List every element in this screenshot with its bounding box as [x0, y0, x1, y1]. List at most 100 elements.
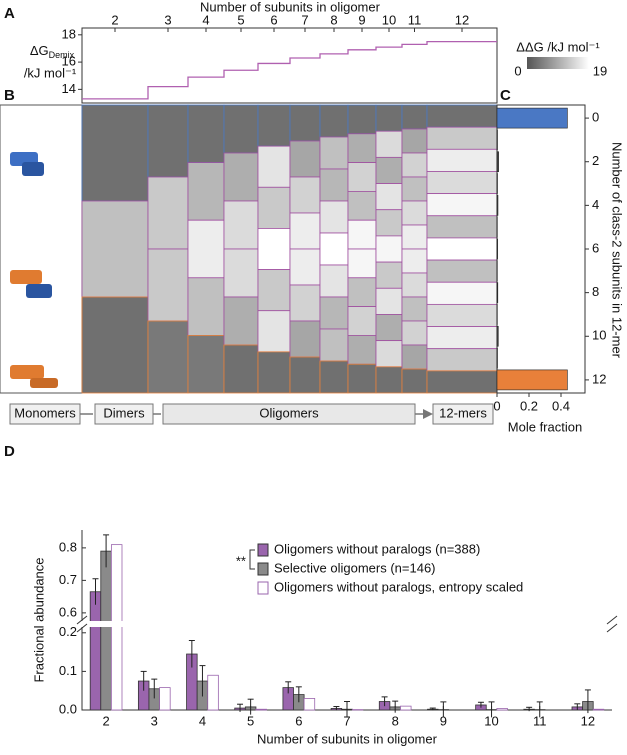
legend-label: Selective oligomers (n=146) — [274, 560, 436, 575]
y-axis-title: ΔGDemix — [30, 43, 75, 60]
x-tick-label: 5 — [237, 12, 244, 27]
heatmap-cell — [224, 201, 258, 249]
bar — [497, 195, 498, 215]
heatmap-cell — [348, 249, 376, 278]
heatmap-cell — [258, 311, 290, 352]
heatmap-cell — [376, 131, 402, 157]
heatmap-cell — [224, 105, 258, 153]
y-tick-label: 0 — [592, 110, 599, 125]
y-tick-label: 6 — [592, 240, 599, 255]
heatmap-cell — [427, 304, 497, 326]
bar — [90, 592, 101, 710]
heatmap-cell — [290, 177, 320, 213]
heatmap-cell — [376, 236, 402, 262]
heatmap-cell — [320, 105, 348, 137]
heatmap-cell — [148, 177, 188, 249]
heatmap-cell — [376, 314, 402, 340]
heatmap-cell — [148, 321, 188, 393]
heatmap-cell — [402, 225, 427, 249]
bar — [400, 706, 411, 710]
y-tick-label: 0.6 — [59, 604, 77, 619]
panel-label: B — [4, 87, 15, 104]
bar — [160, 688, 171, 710]
x-tick-label: 0 — [493, 398, 500, 413]
heatmap-cell — [402, 345, 427, 369]
colorbar — [527, 57, 589, 69]
bar — [256, 709, 267, 710]
y-axis-title-sub: Demix — [49, 50, 75, 60]
x-tick-label: 5 — [247, 713, 254, 728]
bar — [111, 545, 122, 710]
heatmap-cell — [427, 349, 497, 371]
bar — [497, 708, 508, 710]
heatmap-cell — [402, 129, 427, 153]
heatmap-cell — [290, 285, 320, 321]
heatmap-cell — [82, 201, 148, 297]
heatmap-cell — [427, 127, 497, 149]
heatmap-cell — [402, 201, 427, 225]
step-line — [82, 42, 497, 99]
heatmap-cell — [320, 265, 348, 297]
legend-swatch — [258, 582, 268, 594]
colorbar-max: 19 — [593, 63, 607, 78]
heatmap-cell — [258, 105, 290, 146]
legend-swatch — [258, 544, 268, 556]
y-tick-label: 0.1 — [59, 663, 77, 678]
heatmap-cell — [402, 369, 427, 393]
heatmap-cell — [290, 249, 320, 285]
heatmap-cell — [148, 105, 188, 177]
x-axis-title: Number of subunits in oligomer — [257, 731, 438, 746]
heatmap-cell — [148, 249, 188, 321]
significance-bracket — [250, 550, 255, 569]
heatmap-cell — [348, 134, 376, 163]
heatmap-cell — [427, 216, 497, 238]
heatmap-cell — [290, 321, 320, 357]
colorbar-min: 0 — [514, 63, 521, 78]
flow-label: Monomers — [14, 405, 76, 420]
bar — [497, 283, 498, 303]
icon-panel — [0, 105, 82, 393]
heatmap-cell — [82, 105, 148, 201]
heatmap-cell — [290, 141, 320, 177]
x-tick-label: 0.2 — [520, 398, 538, 413]
x-tick-label: 9 — [358, 12, 365, 27]
legend-label: Oligomers without paralogs (n=388) — [274, 541, 480, 556]
heatmap-cell — [427, 327, 497, 349]
x-tick-label: 12 — [455, 12, 469, 27]
heatmap-cell — [188, 220, 224, 278]
axes — [82, 530, 612, 710]
x-tick-label: 0.4 — [552, 398, 570, 413]
heatmap-cell — [376, 367, 402, 393]
y-axis-title-main: ΔG — [30, 43, 49, 58]
heatmap-cell — [402, 153, 427, 177]
x-tick-label: 6 — [295, 713, 302, 728]
x-tick-label: 3 — [151, 713, 158, 728]
x-tick-label: 2 — [102, 713, 109, 728]
panel-label: A — [4, 5, 15, 22]
heatmap-cell — [427, 371, 497, 393]
x-tick-label: 4 — [202, 12, 209, 27]
axis-break — [76, 621, 618, 627]
plot-frame — [497, 105, 585, 393]
heatmap-cell — [320, 361, 348, 393]
heatmap-cell — [427, 238, 497, 260]
x-tick-label: 12 — [581, 713, 595, 728]
heatmap-cell — [348, 307, 376, 336]
y-axis-title: Number of class-2 subunits in 12-mer — [610, 142, 625, 359]
bar — [497, 326, 498, 346]
significance-label: ** — [236, 553, 246, 568]
bar — [497, 108, 567, 128]
heatmap-cell — [427, 171, 497, 193]
panel-label: D — [4, 443, 15, 460]
y-tick-label: 4 — [592, 197, 599, 212]
x-axis-title: Number of subunits in oligomer — [200, 0, 381, 14]
x-axis-title: Mole fraction — [508, 419, 582, 434]
heatmap-cell — [224, 153, 258, 201]
x-tick-label: 2 — [111, 12, 118, 27]
heatmap-cell — [427, 194, 497, 216]
x-tick-label: 10 — [382, 12, 396, 27]
heatmap-cell — [348, 105, 376, 134]
heatmap-cell — [376, 105, 402, 131]
flow-label: Oligomers — [259, 405, 319, 420]
